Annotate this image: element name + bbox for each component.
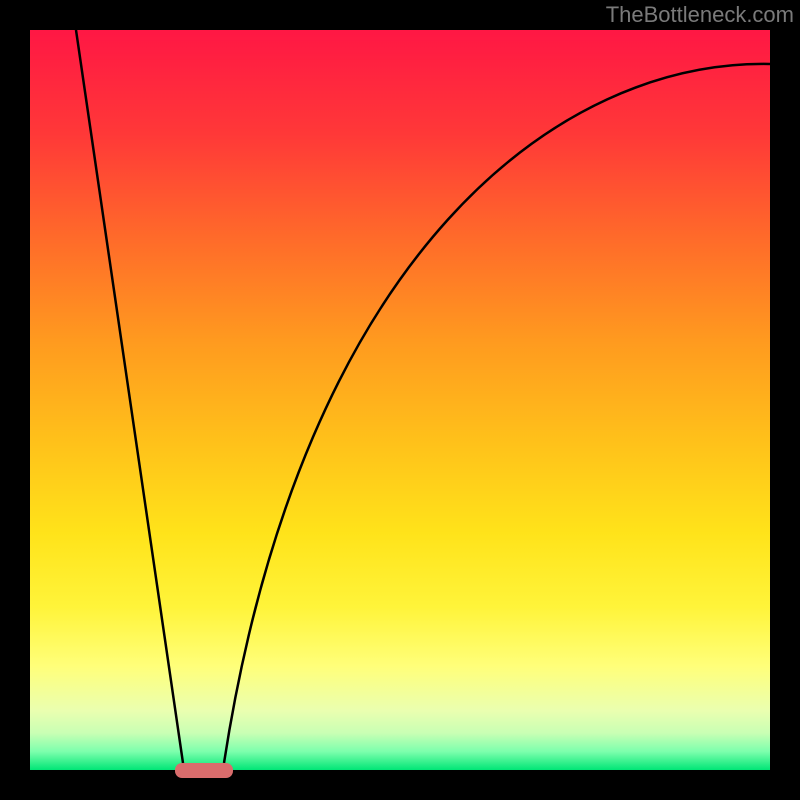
watermark-text: TheBottleneck.com bbox=[606, 2, 794, 28]
plot-background bbox=[30, 30, 770, 770]
bottleneck-marker bbox=[175, 763, 233, 778]
chart-svg bbox=[0, 0, 800, 800]
chart-container: TheBottleneck.com bbox=[0, 0, 800, 800]
